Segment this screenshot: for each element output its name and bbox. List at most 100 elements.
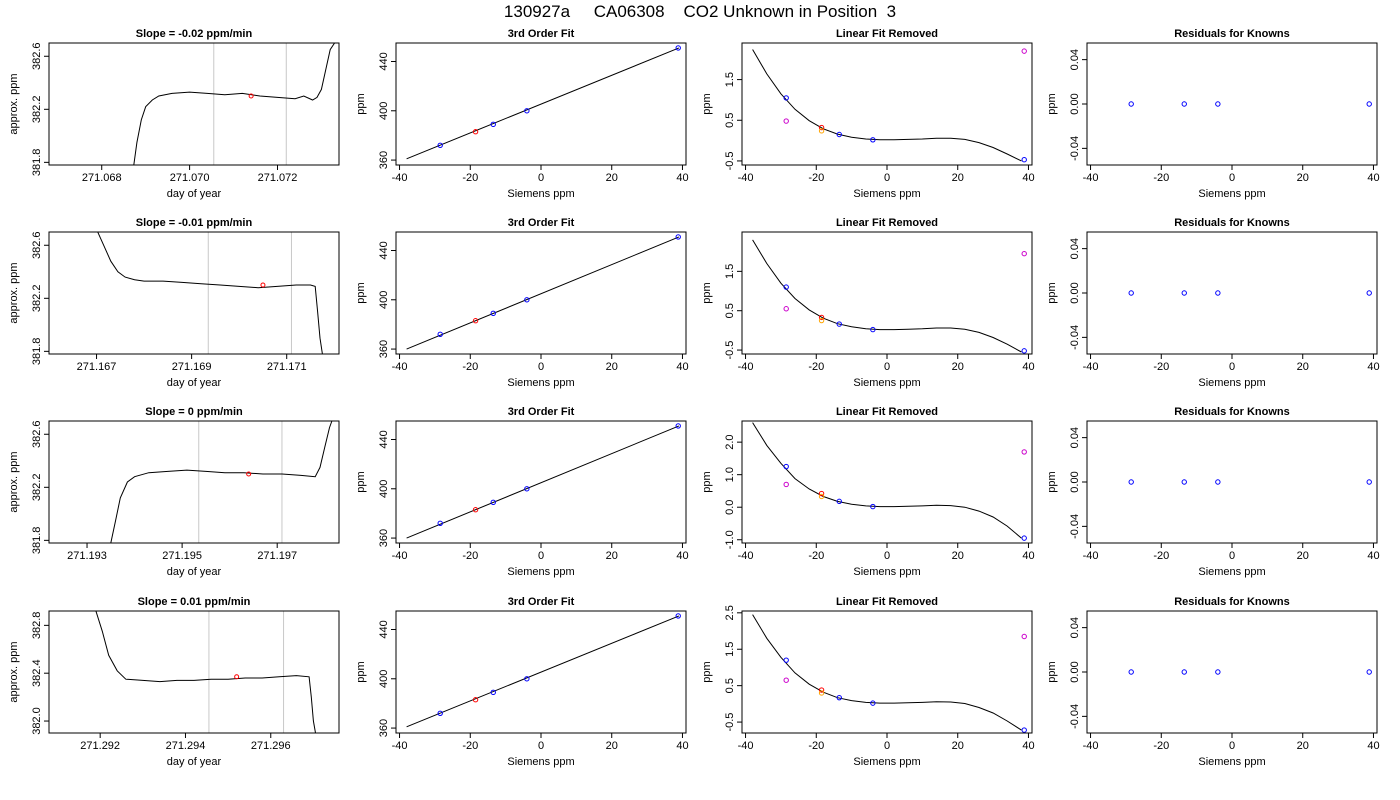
panel-frame [1086, 42, 1378, 166]
x-tick-label: 271.068 [82, 172, 122, 184]
x-axis-label: Siemens ppm [1198, 377, 1265, 389]
data-point [1181, 669, 1187, 675]
y-tick-label: 360 [378, 151, 390, 169]
fit-line [406, 47, 680, 160]
data-point [836, 498, 842, 505]
y-tick-label: 0.5 [724, 678, 736, 693]
fit-curve [752, 49, 1022, 162]
panel-frame [48, 231, 340, 355]
x-tick-label: -40 [392, 172, 408, 184]
y-tick-label: 0.5 [724, 113, 736, 128]
panel-12: Residuals for Knowns -40 -20 0 20 40 -0.04 0.00… [1046, 406, 1380, 578]
panel-title: 3rd Order Fit [508, 596, 575, 608]
x-axis-label: day of year [167, 756, 222, 768]
x-tick-label: 0 [538, 361, 544, 373]
x-axis-label: day of year [167, 377, 222, 389]
figure-title: 130927a CA06308 CO2 Unknown in Position … [503, 2, 897, 21]
panel-16: Residuals for Knowns -40 -20 0 20 40 -0.04 0.00… [1046, 596, 1380, 768]
x-axis-label: Siemens ppm [507, 566, 574, 578]
y-axis-label: ppm [355, 471, 367, 492]
panel-frame [1086, 231, 1378, 355]
x-axis-label: Siemens ppm [853, 756, 920, 768]
data-point [783, 306, 789, 312]
x-tick-label: 40 [1367, 740, 1379, 752]
data-point [1181, 290, 1187, 296]
x-tick-label: -20 [808, 172, 824, 184]
data-point [1128, 290, 1134, 296]
x-tick-label: 40 [676, 740, 688, 752]
y-tick-label: -0.04 [1069, 704, 1081, 729]
plot-area [752, 422, 1027, 541]
panel-title: Slope = 0 ppm/min [145, 406, 243, 418]
y-tick-label: 381.8 [31, 338, 43, 366]
y-tick-label: 0.04 [1069, 238, 1081, 259]
y-tick-label: 382.4 [31, 659, 43, 687]
data-point [1021, 727, 1027, 733]
data-point [836, 694, 842, 701]
x-axis-label: day of year [167, 188, 222, 200]
plot-area [97, 232, 323, 354]
data-point [437, 710, 443, 716]
plot-area [1128, 479, 1372, 485]
x-tick-label: 40 [1022, 361, 1034, 373]
x-tick-label: -20 [1153, 550, 1169, 562]
series-line [95, 611, 316, 733]
panel-title: Slope = -0.02 ppm/min [136, 28, 253, 40]
data-point [836, 131, 842, 138]
x-tick-label: 40 [1022, 550, 1034, 562]
y-tick-label: -0.5 [724, 341, 736, 360]
x-tick-label: 271.171 [267, 361, 307, 373]
x-tick-label: 20 [952, 740, 964, 752]
data-point [783, 657, 789, 663]
data-point [1021, 449, 1027, 455]
y-tick-label: 382.6 [31, 231, 43, 259]
y-tick-label: -0.5 [724, 713, 736, 732]
x-axis-label: Siemens ppm [853, 188, 920, 200]
y-tick-label: -0.04 [1069, 514, 1081, 539]
x-tick-label: 40 [676, 550, 688, 562]
data-point [1128, 669, 1134, 675]
x-axis-label: day of year [167, 566, 222, 578]
y-axis-label: approx. ppm [8, 262, 20, 323]
data-point [818, 317, 825, 324]
x-tick-label: 20 [606, 172, 618, 184]
fit-line [406, 236, 680, 350]
panel-7: Linear Fit Removed -40 -20 0 20 40 -0.5 0.5 1.5 S… [701, 217, 1035, 389]
x-tick-label: -20 [462, 361, 478, 373]
y-tick-label: 382.2 [31, 285, 43, 313]
data-point [675, 423, 681, 429]
data-point [870, 326, 876, 333]
y-axis-label: ppm [1046, 282, 1058, 303]
x-tick-label: 20 [952, 550, 964, 562]
x-tick-label: 0 [538, 740, 544, 752]
data-point [818, 490, 825, 497]
y-axis-label: ppm [1046, 661, 1058, 682]
panel-frame [741, 42, 1033, 166]
panel-frame [741, 610, 1033, 734]
plot-area [1128, 290, 1372, 296]
x-axis-label: Siemens ppm [1198, 188, 1265, 200]
x-tick-label: -20 [808, 550, 824, 562]
x-tick-label: 271.072 [258, 172, 298, 184]
x-tick-label: -20 [808, 361, 824, 373]
y-tick-label: 382.2 [31, 474, 43, 502]
x-axis-label: Siemens ppm [853, 566, 920, 578]
x-tick-label: 271.294 [166, 740, 206, 752]
data-point [1128, 479, 1134, 485]
x-tick-label: -20 [462, 550, 478, 562]
x-tick-label: 271.195 [162, 550, 202, 562]
data-point [490, 689, 496, 696]
data-point [818, 128, 825, 134]
data-point [472, 318, 479, 324]
x-axis-label: Siemens ppm [1198, 756, 1265, 768]
data-point [783, 481, 789, 488]
x-tick-label: 20 [1297, 740, 1309, 752]
x-tick-label: 0 [1229, 550, 1235, 562]
y-axis-label: ppm [355, 661, 367, 682]
data-point [1181, 479, 1187, 485]
y-tick-label: 381.8 [31, 149, 43, 177]
data-point [870, 503, 876, 510]
y-tick-label: 2.0 [724, 434, 736, 449]
y-tick-label: 0.04 [1069, 49, 1081, 70]
